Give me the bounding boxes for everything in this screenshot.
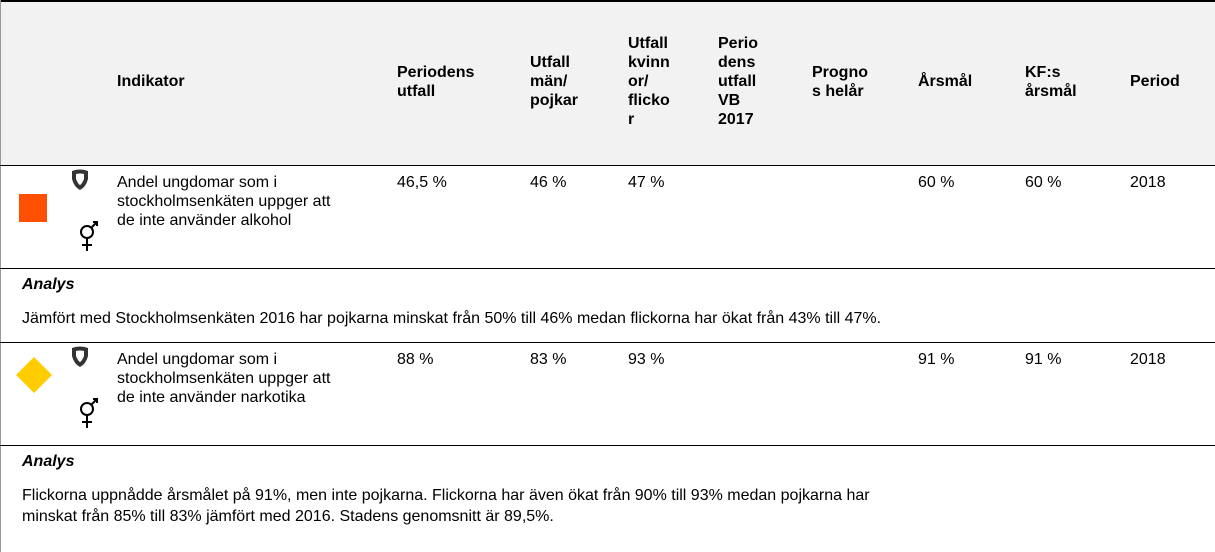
header-line: Period bbox=[1130, 73, 1180, 90]
row-border bbox=[0, 165, 1215, 166]
header-line: dens bbox=[718, 54, 756, 71]
cell-value: 91 % bbox=[918, 351, 955, 368]
left-border bbox=[0, 0, 1, 552]
status-indicator bbox=[19, 194, 47, 222]
status-indicator bbox=[16, 357, 52, 393]
cell-value: 2018 bbox=[1130, 351, 1166, 368]
cell-value: 91 % bbox=[1025, 351, 1062, 368]
header-line: pojkar bbox=[530, 92, 579, 109]
column-header: Indikator bbox=[117, 0, 185, 163]
analysis-text: Jämfört med Stockholmsenkäten 2016 har p… bbox=[22, 310, 882, 327]
header-line: Perio bbox=[718, 35, 759, 52]
column-header: Perio dens utfall VB 2017 bbox=[718, 0, 758, 163]
header-line: Periodens bbox=[397, 63, 475, 81]
header-line: Progno bbox=[812, 63, 868, 81]
status-icons bbox=[16, 346, 98, 428]
analysis-title: Analys bbox=[22, 453, 75, 470]
header-line: Utfall bbox=[628, 35, 668, 52]
cell-value: 83 % bbox=[530, 351, 567, 368]
header-line: VB bbox=[718, 92, 741, 109]
shield-icon bbox=[72, 169, 88, 190]
column-header: Årsmål bbox=[918, 0, 972, 163]
status-icons bbox=[19, 169, 98, 251]
header-line: Indikator bbox=[117, 73, 185, 90]
row-border bbox=[0, 268, 1215, 269]
cell-value: 60 % bbox=[1025, 174, 1062, 191]
column-header: Periodens utfall bbox=[397, 0, 474, 163]
row-border bbox=[0, 445, 1215, 446]
cell-value: 88 % bbox=[397, 351, 434, 368]
column-header: Period bbox=[1130, 0, 1180, 163]
header-line: utfall bbox=[397, 82, 436, 100]
indicator-name: Andel ungdomar som i stockholmsenkäten u… bbox=[117, 174, 331, 229]
column-header: Utfall kvinn or/flicko r bbox=[628, 0, 670, 163]
indicator-name: Andel ungdomar som i stockholmsenkäten u… bbox=[117, 351, 331, 406]
cell-value: 60 % bbox=[918, 174, 955, 191]
header-line: 2017 bbox=[718, 111, 754, 128]
cell-value: 46,5 % bbox=[397, 174, 447, 191]
header-line: Utfall bbox=[530, 54, 570, 71]
analysis-text: Flickorna uppnådde årsmålet på 91%, men … bbox=[22, 487, 870, 504]
shield-icon bbox=[72, 346, 88, 367]
cell-value: 47 % bbox=[628, 174, 665, 191]
analysis-title: Analys bbox=[22, 276, 75, 293]
header-line: Årsmål bbox=[918, 73, 973, 90]
header-line: årsmål bbox=[1025, 82, 1077, 100]
header-line: or/ bbox=[628, 73, 649, 90]
header-line: r bbox=[628, 111, 635, 128]
header-line: kvinn bbox=[628, 54, 670, 71]
header-line: s helår bbox=[812, 82, 864, 100]
cell-value: 46 % bbox=[530, 174, 567, 191]
header-line: utfall bbox=[718, 73, 757, 90]
header-line: män/ bbox=[530, 73, 568, 90]
column-header: Progno s helår bbox=[812, 0, 868, 163]
cell-value: 2018 bbox=[1130, 174, 1166, 191]
column-header: KF:s årsmål bbox=[1025, 0, 1077, 163]
header-line: KF:s bbox=[1025, 63, 1061, 81]
table-header bbox=[0, 0, 1215, 165]
cell-value: 93 % bbox=[628, 351, 665, 368]
analysis-text: minskat från 85% till 83% jämfört med 20… bbox=[22, 508, 554, 525]
header-line: flicko bbox=[628, 92, 670, 109]
row-border bbox=[0, 342, 1215, 343]
column-header: Utfall män/pojkar bbox=[530, 0, 578, 163]
gender-icon bbox=[80, 398, 98, 428]
gender-icon bbox=[80, 221, 98, 251]
